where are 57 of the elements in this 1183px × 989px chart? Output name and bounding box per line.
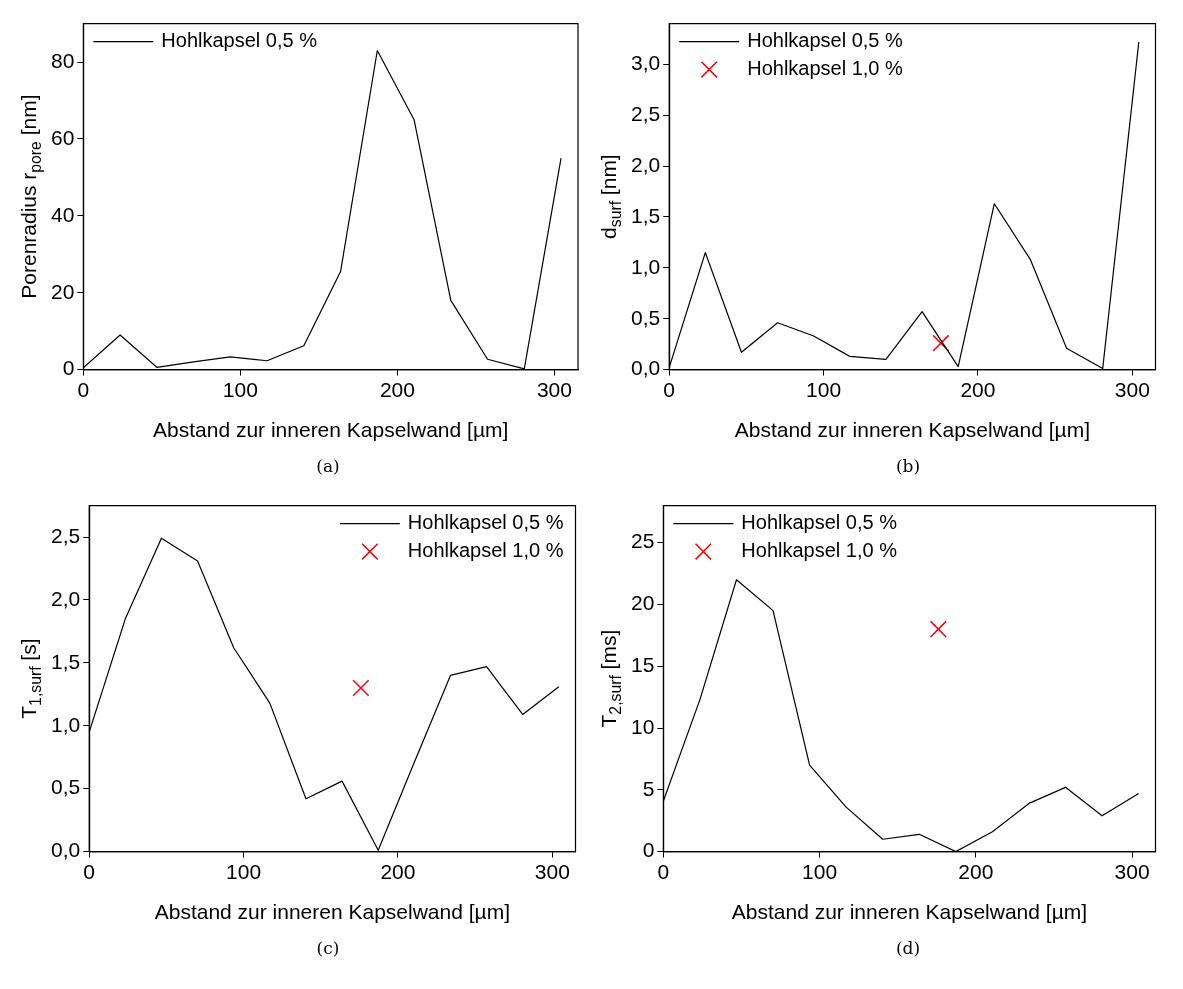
y-axis-title: Porenradius rpore [nm] xyxy=(16,94,44,299)
x-tick-label: 100 xyxy=(802,860,838,883)
x-axis-title: Abstand zur inneren Kapselwand [µm] xyxy=(734,418,1090,442)
y-tick-label: 0,5 xyxy=(630,305,661,329)
y-tick-label: 2,0 xyxy=(630,152,661,176)
legend-label: Hohlkapsel 0,5 % xyxy=(747,29,904,52)
x-tick-label: 200 xyxy=(958,860,994,883)
y-axis-title: dsurf [nm] xyxy=(596,154,624,239)
x-tick-label: 300 xyxy=(1114,860,1150,883)
x-tick-label: 0 xyxy=(663,378,676,401)
y-tick-label: 1,5 xyxy=(630,203,661,227)
x-tick-label: 100 xyxy=(222,378,258,401)
y-tick-label: 25 xyxy=(631,529,655,553)
y-tick-label: 2,5 xyxy=(50,523,81,547)
y-axis-title: T2,surf [ms] xyxy=(596,629,624,728)
x-tick-label: 0 xyxy=(83,860,96,883)
x-tick-label: 200 xyxy=(960,378,996,401)
y-tick-label: 0,0 xyxy=(630,356,661,380)
y-tick-label: 0 xyxy=(642,838,655,862)
y-tick-label: 0 xyxy=(62,356,75,380)
y-tick-label: 3,0 xyxy=(630,51,661,75)
legend-label: Hohlkapsel 1,0 % xyxy=(747,57,904,80)
x-tick-label: 300 xyxy=(536,378,572,401)
legend-label: Hohlkapsel 0,5 % xyxy=(161,29,318,52)
y-tick-label: 80 xyxy=(51,48,75,72)
text: (d) xyxy=(894,938,922,958)
x-tick-label: 100 xyxy=(806,378,842,401)
y-tick-label: 2,5 xyxy=(630,101,661,125)
y-tick-label: 1,5 xyxy=(50,649,81,673)
y-tick-label: 15 xyxy=(631,653,655,677)
text: (b) xyxy=(894,456,922,476)
x-tick-label: 200 xyxy=(379,378,415,401)
y-tick-label: 2,0 xyxy=(50,586,81,610)
legend-label: Hohlkapsel 1,0 % xyxy=(741,539,898,562)
x-tick-label: 100 xyxy=(226,860,262,883)
text: (a) xyxy=(315,456,341,476)
y-tick-label: 0,0 xyxy=(50,838,81,862)
y-tick-label: 1,0 xyxy=(50,712,81,736)
x-tick-label: 300 xyxy=(1114,378,1150,401)
y-axis-title: T1,surf [s] xyxy=(16,638,44,719)
text: (c) xyxy=(315,938,341,958)
legend-label: Hohlkapsel 0,5 % xyxy=(407,511,564,534)
y-tick-label: 60 xyxy=(51,125,75,149)
y-tick-label: 1,0 xyxy=(630,254,661,278)
x-axis-title: Abstand zur inneren Kapselwand [µm] xyxy=(154,900,510,924)
y-tick-label: 40 xyxy=(51,202,75,226)
y-tick-label: 10 xyxy=(631,714,655,738)
x-tick-label: 200 xyxy=(380,860,416,883)
legend-label: Hohlkapsel 0,5 % xyxy=(741,511,898,534)
y-tick-label: 0,5 xyxy=(50,775,81,799)
x-tick-label: 300 xyxy=(534,860,570,883)
y-tick-label: 20 xyxy=(51,279,75,303)
y-tick-label: 5 xyxy=(642,776,655,800)
y-tick-label: 20 xyxy=(631,591,655,615)
x-axis-title: Abstand zur inneren Kapselwand [µm] xyxy=(731,900,1088,924)
legend-label: Hohlkapsel 1,0 % xyxy=(407,539,564,562)
x-axis-title: Abstand zur inneren Kapselwand [µm] xyxy=(153,418,509,442)
